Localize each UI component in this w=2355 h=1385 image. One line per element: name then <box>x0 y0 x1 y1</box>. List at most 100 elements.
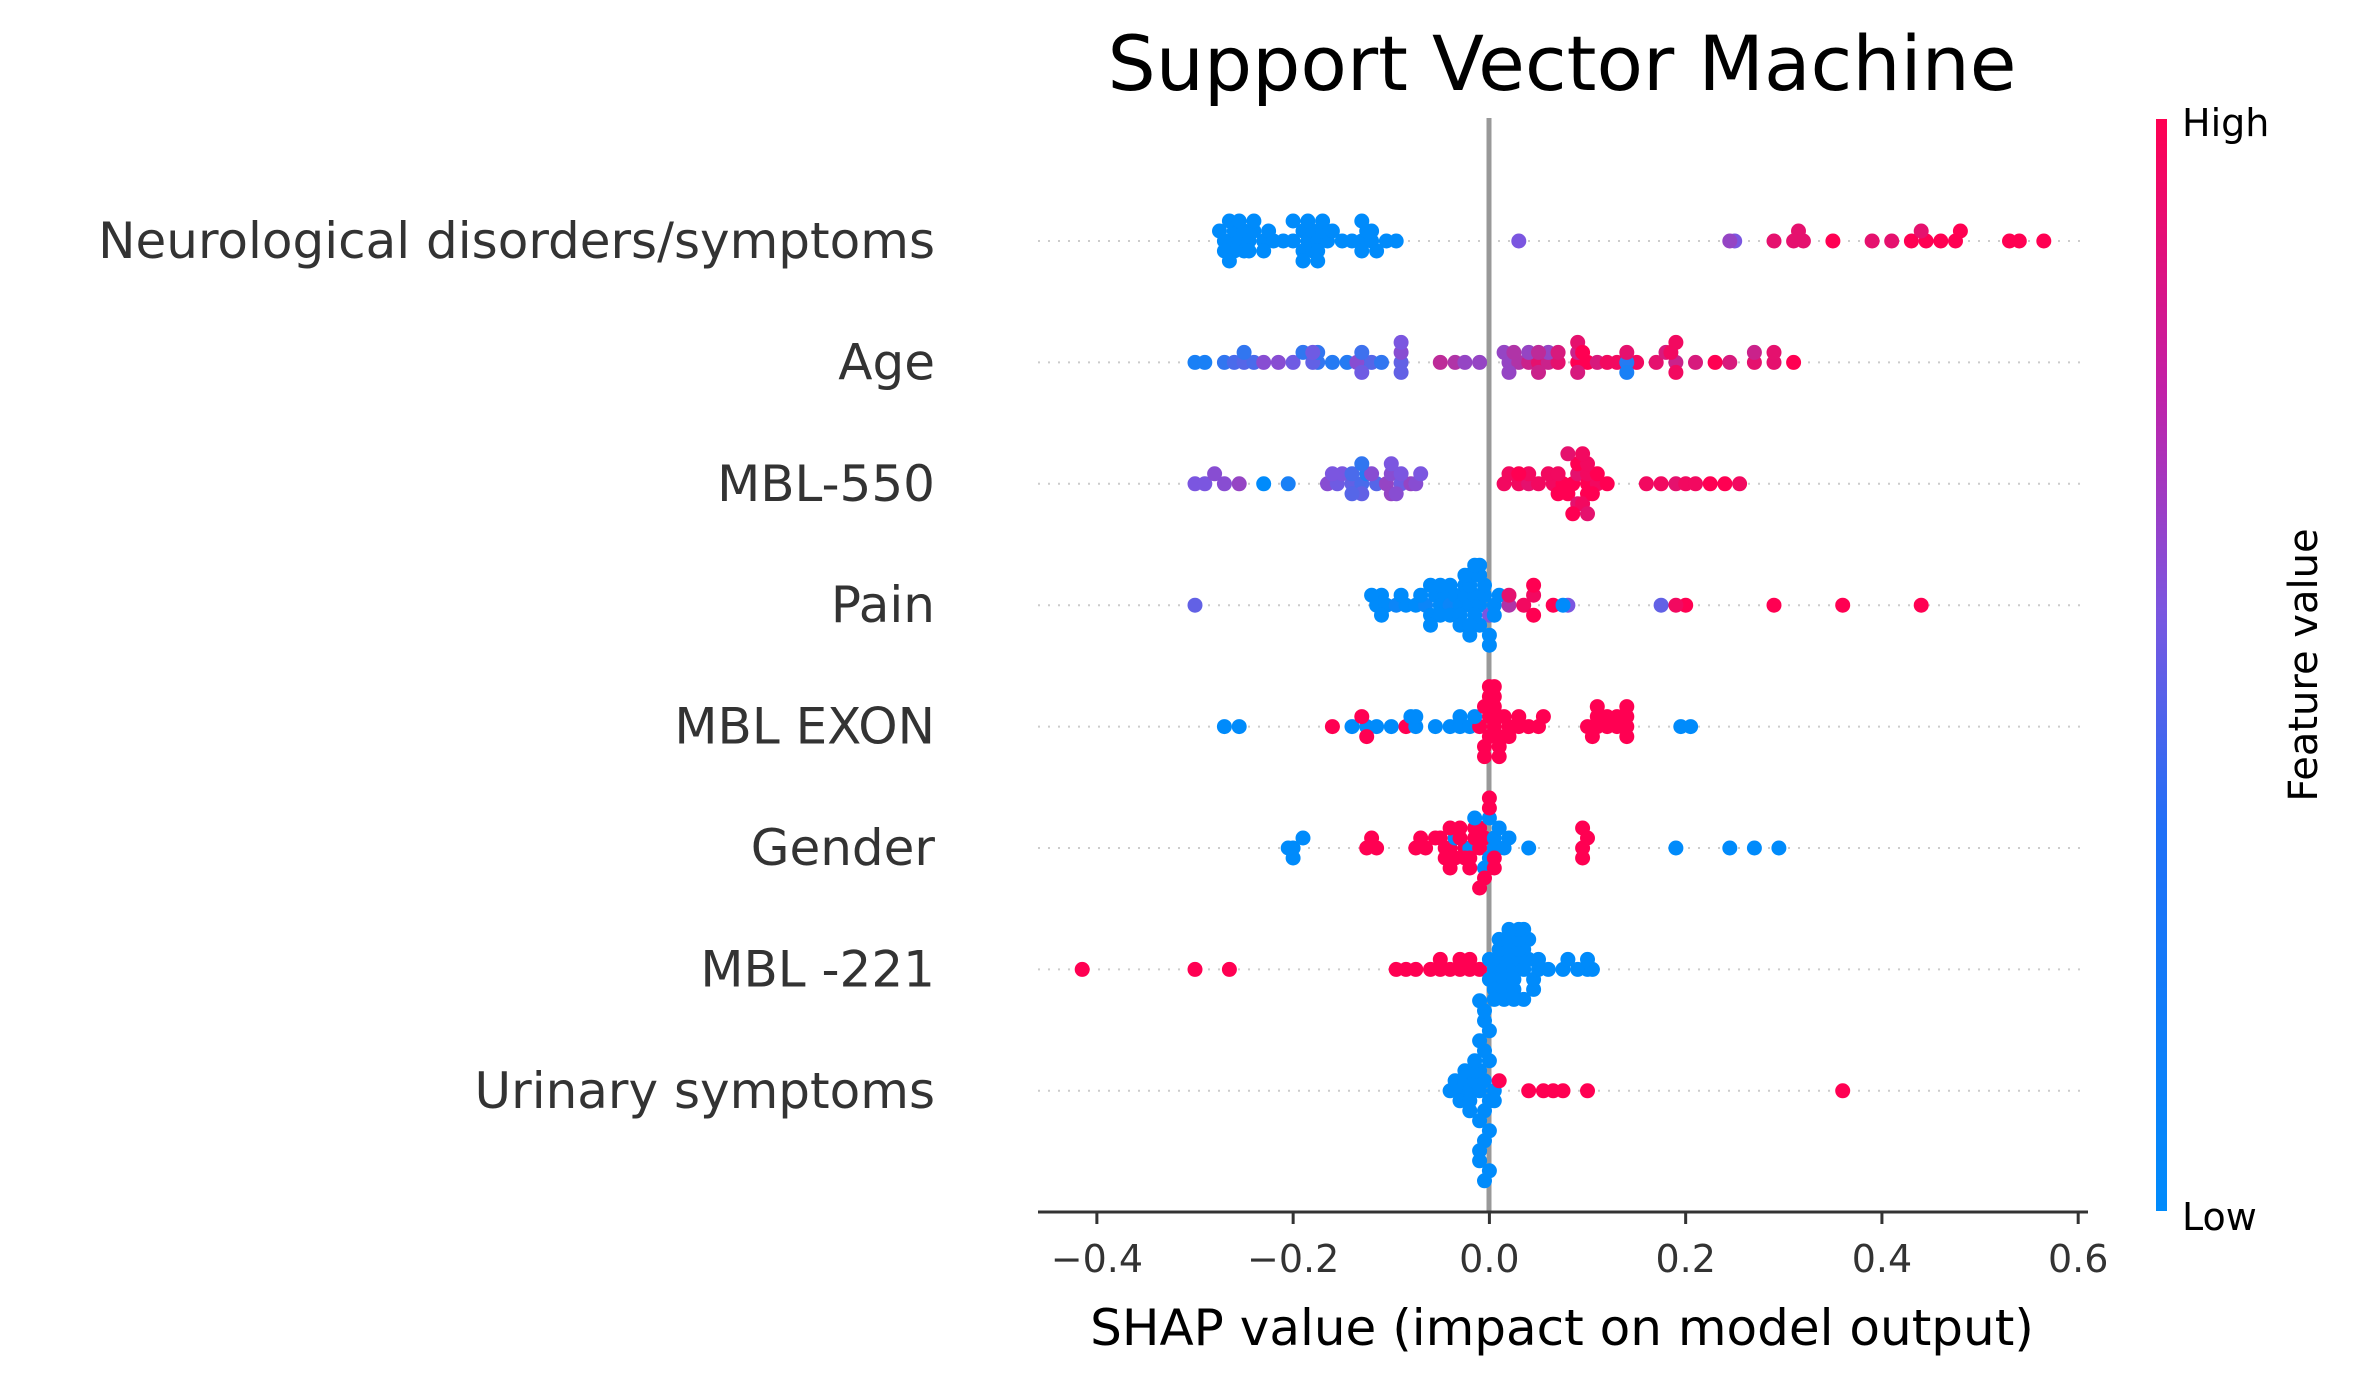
shap-point <box>1462 951 1478 967</box>
shap-point <box>1481 790 1497 806</box>
shap-point <box>1364 466 1380 482</box>
shap-point <box>1472 1033 1488 1049</box>
shap-point <box>1668 364 1684 380</box>
colorbar-low-label: Low <box>2182 1195 2257 1239</box>
feature-label: Age <box>838 333 935 391</box>
shap-point <box>1344 719 1360 735</box>
shap-point <box>1486 860 1502 876</box>
x-tick-label: −0.4 <box>1051 1237 1143 1281</box>
shap-point <box>1457 567 1473 583</box>
shap-point <box>1550 486 1566 502</box>
shap-point <box>1707 354 1723 370</box>
shap-point <box>1619 729 1635 745</box>
x-tick-label: −0.2 <box>1247 1237 1339 1281</box>
shap-point <box>1575 344 1591 360</box>
x-ticks: −0.4 −0.2 0.0 0.2 0.4 0.6 <box>1051 1212 2108 1281</box>
feature-labels: Neurological disorders/symptoms Age MBL-55… <box>98 212 935 1120</box>
shap-point <box>1722 354 1738 370</box>
points-layer <box>1074 213 2052 1189</box>
shap-point <box>1241 243 1257 259</box>
shap-point <box>1359 729 1375 745</box>
shap-point <box>1766 233 1782 249</box>
shap-point <box>1364 830 1380 846</box>
shap-point <box>1913 597 1929 613</box>
shap-point <box>1432 354 1448 370</box>
x-axis-title: SHAP value (impact on model output) <box>1090 1299 2034 1357</box>
shap-point <box>1638 476 1654 492</box>
shap-point <box>1364 587 1380 603</box>
shap-point <box>1584 729 1600 745</box>
shap-point <box>1467 709 1483 725</box>
shap-point <box>1501 830 1517 846</box>
shap-point <box>1432 577 1448 593</box>
shap-point <box>1511 709 1527 725</box>
shap-point <box>2036 233 2052 249</box>
shap-point <box>1310 253 1326 269</box>
feature-label: Gender <box>751 819 936 877</box>
shap-point <box>1653 476 1669 492</box>
shap-point <box>1535 709 1551 725</box>
feature-label: Pain <box>831 576 935 634</box>
shap-point <box>1481 637 1497 653</box>
shap-point <box>1835 597 1851 613</box>
shap-point <box>1300 213 1316 229</box>
shap-point <box>1580 951 1595 967</box>
shap-point <box>1540 961 1556 977</box>
shap-point <box>1374 354 1389 370</box>
shap-point <box>1550 466 1566 482</box>
shap-point <box>1668 840 1684 856</box>
shap-point <box>1231 476 1247 492</box>
shap-point <box>1531 476 1546 492</box>
shap-point <box>1266 233 1281 249</box>
x-tick-label: 0.0 <box>1459 1237 1519 1281</box>
shap-point <box>1432 830 1448 846</box>
shap-point <box>1913 223 1929 239</box>
shap-point <box>1589 466 1605 482</box>
shap-point <box>1207 466 1223 482</box>
shap-point <box>1688 354 1703 370</box>
shap-point <box>1393 587 1409 603</box>
shap-point <box>1383 719 1399 735</box>
shap-point <box>1324 223 1340 239</box>
shap-point <box>1884 233 1900 249</box>
shap-point <box>1324 719 1340 735</box>
shap-point <box>1393 466 1409 482</box>
shap-point <box>1393 334 1409 350</box>
shap-point <box>1467 1053 1483 1069</box>
shap-point <box>1074 961 1090 977</box>
shap-point <box>1423 617 1438 633</box>
chart-title: Support Vector Machine <box>1107 19 2016 108</box>
shap-point <box>1486 607 1502 623</box>
shap-point <box>1280 840 1296 856</box>
shap-point <box>1354 243 1370 259</box>
feature-label: MBL -221 <box>700 940 935 998</box>
shap-point <box>1256 476 1272 492</box>
shap-point <box>1413 830 1429 846</box>
shap-point <box>1452 820 1468 836</box>
shap-point <box>1467 557 1483 573</box>
shap-point <box>1526 607 1542 623</box>
shap-point <box>1187 597 1203 613</box>
shap-point <box>1835 1083 1851 1099</box>
shap-point <box>1472 1113 1488 1129</box>
shap-point <box>1506 344 1522 360</box>
shap-point <box>1369 243 1385 259</box>
shap-point <box>1584 486 1600 502</box>
shap-point <box>1354 456 1370 472</box>
shap-point <box>1589 699 1605 715</box>
shap-point <box>1472 993 1488 1009</box>
shap-point <box>1648 354 1664 370</box>
shap-point <box>1427 719 1443 735</box>
shap-point <box>2011 233 2027 249</box>
shap-point <box>1231 213 1247 229</box>
shap-point <box>1344 486 1360 502</box>
shap-point <box>1187 961 1203 977</box>
shap-point <box>1393 364 1409 380</box>
shap-point <box>1344 466 1360 482</box>
shap-point <box>1550 344 1566 360</box>
shap-point <box>1746 840 1762 856</box>
feature-label: Neurological disorders/symptoms <box>98 212 935 270</box>
shap-point <box>1555 1083 1571 1099</box>
shap-point <box>1472 1153 1488 1169</box>
